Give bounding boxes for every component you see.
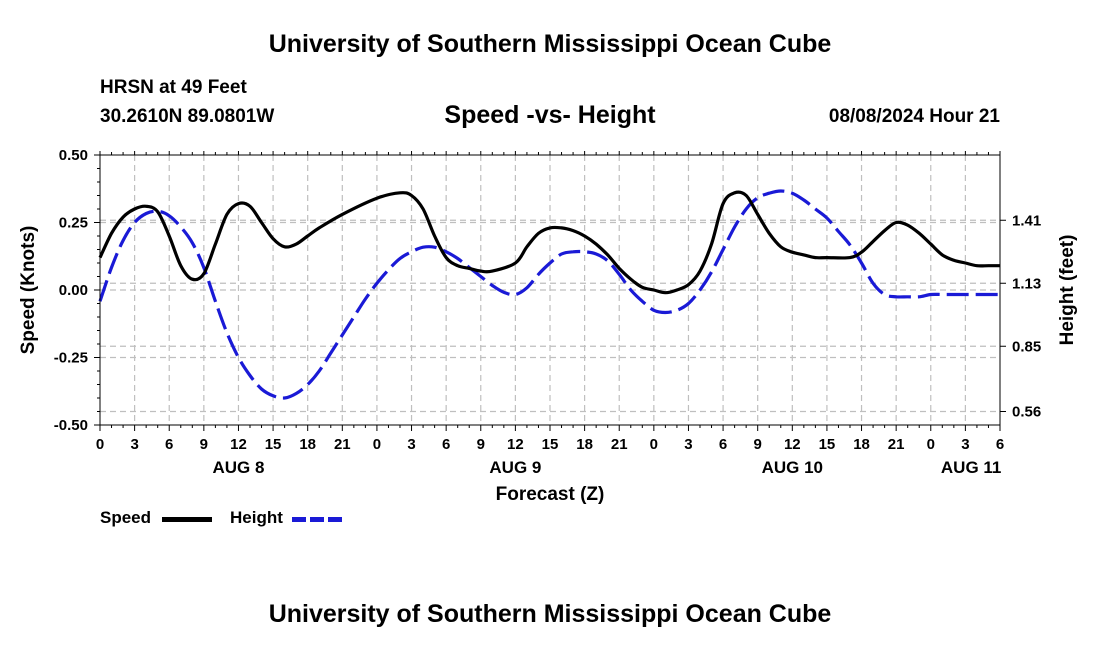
chart-ticks — [94, 151, 1006, 431]
x-tick-label: 3 — [130, 436, 138, 453]
y-tick-label-left: -0.50 — [54, 417, 88, 434]
legend-speed-label: Speed — [100, 508, 152, 527]
legend-speed-swatch — [162, 517, 212, 522]
x-tick-label: 15 — [819, 436, 836, 453]
x-tick-label: 3 — [407, 436, 415, 453]
x-tick-label: 9 — [754, 436, 762, 453]
x-tick-label: 3 — [684, 436, 692, 453]
x-tick-label: 18 — [853, 436, 870, 453]
x-tick-label: 9 — [477, 436, 485, 453]
footer-title: University of Southern Mississippi Ocean… — [268, 600, 832, 628]
y-tick-label-left: 0.50 — [59, 147, 88, 164]
legend-height-label: Height — [230, 508, 283, 527]
y-tick-label-right: 1.41 — [1012, 212, 1041, 229]
page-title: University of Southern Mississippi Ocean… — [268, 30, 832, 58]
y-tick-label-right: 0.56 — [1012, 404, 1041, 421]
y-tick-label-right: 0.85 — [1012, 338, 1041, 355]
station-coords: 30.2610N 89.0801W — [100, 106, 275, 127]
chart-series — [98, 189, 1000, 400]
speed-series-line — [98, 190, 1000, 295]
x-tick-label: 0 — [96, 436, 104, 453]
y-tick-label-left: 0.00 — [59, 282, 88, 299]
legend-height-swatch — [292, 517, 342, 522]
x-tick-label: 18 — [299, 436, 316, 453]
date-label: AUG 10 — [762, 458, 823, 477]
y-axis-label-right: Height (feet) — [1057, 235, 1078, 346]
x-tick-label: 15 — [265, 436, 282, 453]
x-tick-label: 15 — [542, 436, 559, 453]
chart-tick-labels: 0 3 6 9 12 15 18 21 0 3 6 9 12 15 18 21 0 3 6 9 12 15 18 21 0 3 6 A… — [54, 147, 1041, 477]
x-tick-label: 21 — [334, 436, 351, 453]
x-tick-label: 21 — [888, 436, 905, 453]
y-tick-label-left: -0.25 — [54, 350, 88, 367]
x-tick-label: 12 — [784, 436, 801, 453]
x-tick-label: 6 — [165, 436, 173, 453]
station-name: HRSN at 49 Feet — [100, 77, 247, 98]
x-tick-label: 6 — [442, 436, 450, 453]
chart-grid — [100, 155, 1000, 425]
y-tick-label-right: 1.13 — [1012, 275, 1041, 292]
forecast-datetime: 08/08/2024 Hour 21 — [828, 106, 1000, 127]
x-tick-label: 9 — [200, 436, 208, 453]
x-tick-label: 12 — [230, 436, 247, 453]
x-tick-label: 0 — [650, 436, 658, 453]
x-tick-label: 12 — [507, 436, 524, 453]
x-tick-label: 21 — [611, 436, 628, 453]
x-axis-label: Forecast (Z) — [496, 484, 605, 505]
y-tick-label-left: 0.25 — [59, 215, 88, 232]
x-tick-label: 0 — [373, 436, 381, 453]
x-tick-label: 6 — [996, 436, 1004, 453]
x-tick-label: 6 — [719, 436, 727, 453]
date-label: AUG 8 — [212, 458, 264, 477]
y-axis-label-left: Speed (Knots) — [18, 226, 39, 355]
speed-height-chart: 0 3 6 9 12 15 18 21 0 3 6 9 12 15 18 21 0 3 6 9 12 15 18 21 0 3 6 A… — [18, 147, 1078, 505]
height-series-line — [98, 189, 1000, 400]
x-tick-label: 18 — [576, 436, 593, 453]
date-label: AUG 9 — [489, 458, 541, 477]
date-label: AUG 11 — [941, 458, 1001, 477]
x-tick-label: 0 — [927, 436, 935, 453]
x-tick-label: 3 — [961, 436, 969, 453]
chart-subtitle: Speed -vs- Height — [444, 101, 656, 129]
